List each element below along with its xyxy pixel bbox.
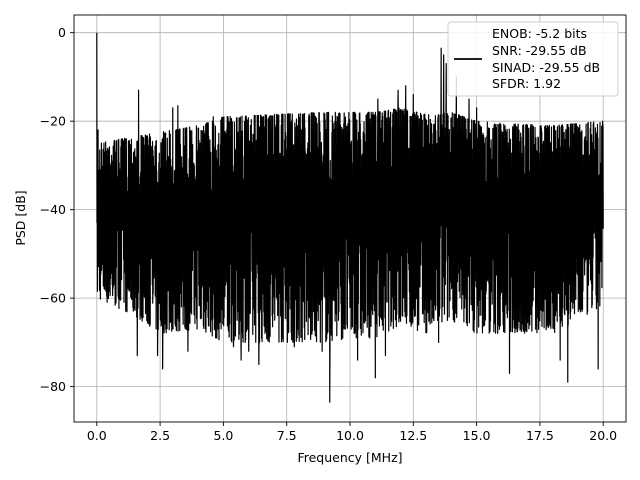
x-tick-label: 17.5 — [526, 428, 554, 443]
psd-line — [96, 32, 604, 403]
y-axis-label: PSD [dB] — [13, 190, 28, 245]
y-tick-label: −20 — [40, 114, 66, 129]
legend-box — [447, 21, 619, 97]
y-tick-label: −80 — [40, 379, 66, 394]
legend-snr-text: SNR: -29.55 dB — [492, 43, 587, 58]
x-tick-label: 5.0 — [213, 428, 233, 443]
x-tick-label: 12.5 — [399, 428, 427, 443]
x-tick-label: 10.0 — [336, 428, 364, 443]
legend: ENOB: -5.2 bits SNR: -29.55 dB SINAD: -2… — [447, 21, 619, 97]
y-tick-label: 0 — [58, 25, 66, 40]
x-tick-label: 2.5 — [150, 428, 170, 443]
x-axis-ticks: 0.0 2.5 5.0 7.5 10.0 12.5 15.0 17.5 20.0 — [87, 422, 617, 443]
x-axis-label: Frequency [MHz] — [297, 450, 402, 465]
x-tick-label: 20.0 — [589, 428, 617, 443]
x-tick-label: 7.5 — [277, 428, 297, 443]
legend-enob-text: ENOB: -5.2 bits — [492, 26, 587, 41]
legend-sfdr-text: SFDR: 1.92 — [492, 76, 561, 91]
x-tick-label: 0.0 — [87, 428, 107, 443]
legend-sinad-text: SINAD: -29.55 dB — [492, 60, 600, 75]
x-tick-label: 15.0 — [463, 428, 491, 443]
y-tick-label: −40 — [40, 202, 66, 217]
series-psd — [96, 32, 604, 403]
y-axis-ticks: 0 −20 −40 −60 −80 — [40, 25, 74, 394]
y-tick-label: −60 — [40, 291, 66, 306]
